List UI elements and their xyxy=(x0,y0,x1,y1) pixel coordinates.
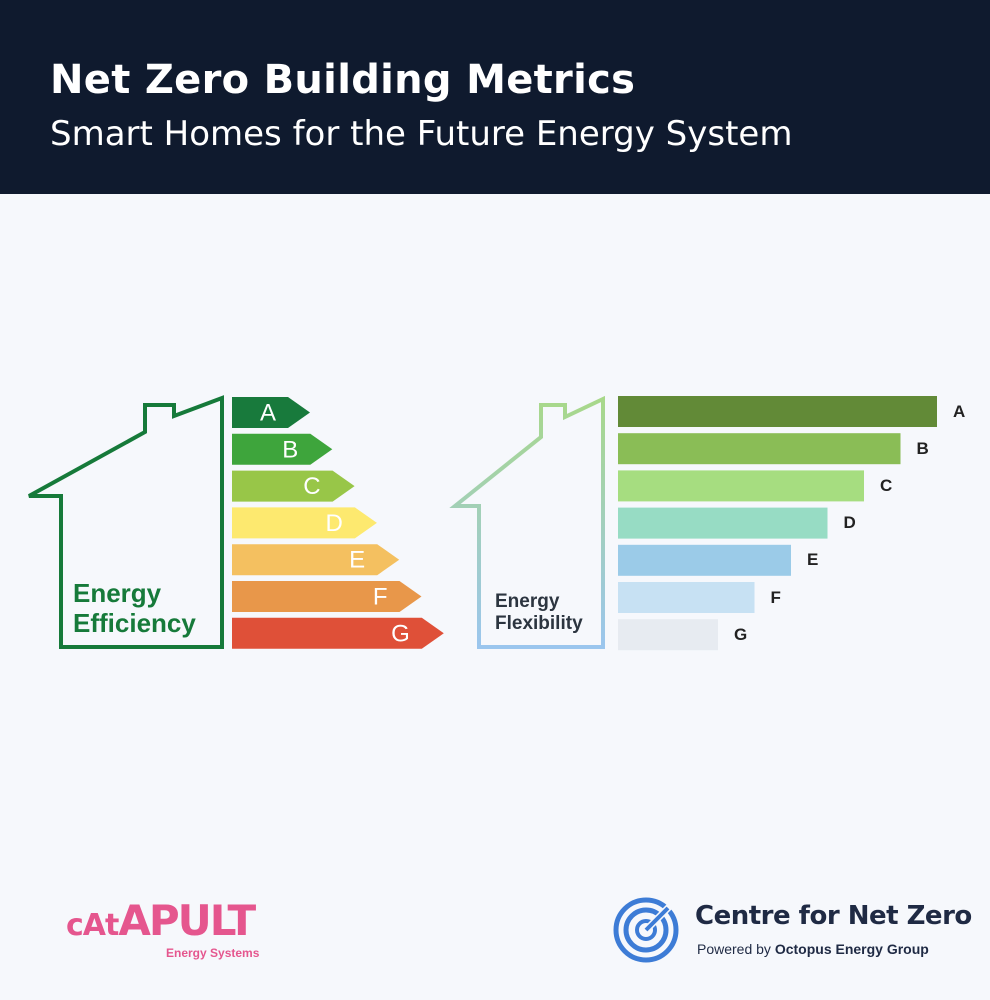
flexibility-bar-c xyxy=(618,470,864,502)
target-icon xyxy=(613,897,679,963)
flexibility-bar-label: D xyxy=(843,513,856,533)
flexibility-bar-a xyxy=(618,396,937,427)
efficiency-band-c xyxy=(232,470,355,502)
page-subtitle: Smart Homes for the Future Energy System xyxy=(50,114,793,154)
cnz-powered-by: Powered by Octopus Energy Group xyxy=(697,940,929,958)
catapult-logo-text-b: A xyxy=(118,896,150,945)
catapult-logo-text-a: cAt xyxy=(66,908,119,943)
catapult-logo-text-c: PULT xyxy=(148,896,256,945)
flexibility-bar-label: G xyxy=(734,624,748,644)
flexibility-house-icon xyxy=(449,395,605,649)
flexibility-bar-label: C xyxy=(880,475,893,495)
flexibility-bar-label: E xyxy=(807,550,819,570)
efficiency-band-label: F xyxy=(373,584,388,611)
cnz-title: Centre for Net Zero xyxy=(695,901,972,931)
flexibility-label-line2: Flexibility xyxy=(495,613,583,634)
flexibility-label-line1: Energy xyxy=(495,591,560,612)
catapult-logo: cAtAPULT Energy Systems xyxy=(66,896,266,966)
efficiency-band-d xyxy=(232,507,377,539)
efficiency-label-line1: Energy xyxy=(73,578,162,608)
flexibility-bar-label: A xyxy=(953,401,966,421)
flexibility-bar-f xyxy=(618,582,755,613)
page-title: Net Zero Building Metrics xyxy=(50,57,636,103)
efficiency-band-a xyxy=(232,397,310,428)
efficiency-band-b xyxy=(232,433,333,465)
efficiency-band-label: D xyxy=(326,510,343,537)
efficiency-band-label: E xyxy=(349,547,365,574)
cnz-powered-brand: Octopus Energy Group xyxy=(774,941,929,957)
flexibility-bar-d xyxy=(618,507,828,539)
efficiency-band-f xyxy=(232,581,422,612)
flexibility-bar-e xyxy=(618,544,791,576)
flexibility-bar-g xyxy=(618,619,718,651)
efficiency-band-label: B xyxy=(282,436,298,463)
efficiency-house-icon xyxy=(28,395,224,649)
efficiency-band-e xyxy=(232,544,400,576)
flexibility-bar-b xyxy=(618,433,901,465)
efficiency-label-line2: Efficiency xyxy=(73,608,196,638)
flexibility-bar-label: B xyxy=(916,438,929,458)
cnz-powered-prefix: Powered by xyxy=(697,941,775,957)
flexibility-bar-label: F xyxy=(770,587,781,607)
efficiency-band-label: G xyxy=(391,620,410,647)
catapult-subtitle: Energy Systems xyxy=(166,946,260,960)
efficiency-band-g xyxy=(232,617,444,649)
efficiency-band-label: C xyxy=(303,473,320,500)
efficiency-band-label: A xyxy=(260,400,276,427)
header-banner: Net Zero Building Metrics Smart Homes fo… xyxy=(0,0,990,194)
